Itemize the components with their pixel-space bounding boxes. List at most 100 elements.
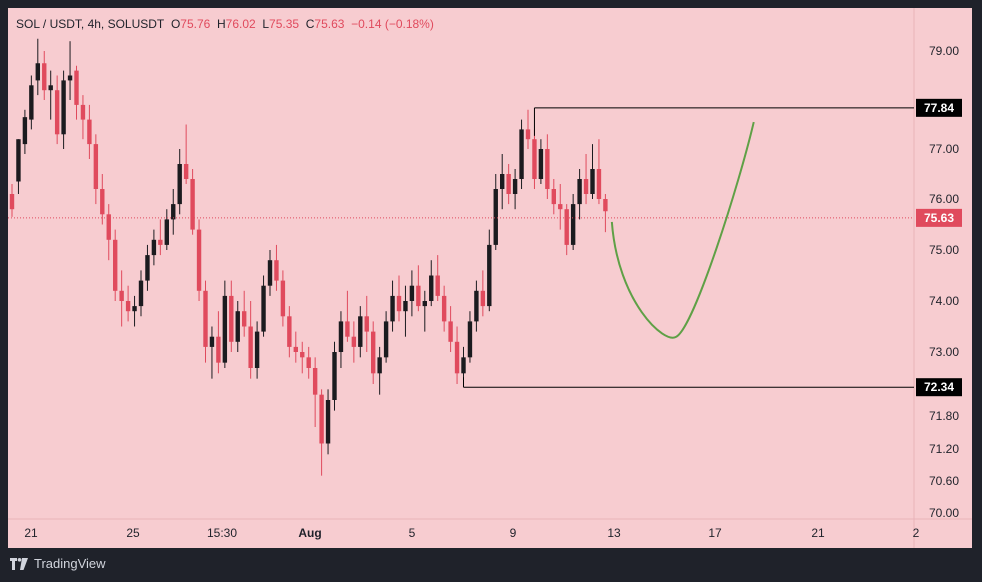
candle-body[interactable] [441, 295, 447, 322]
candle-body[interactable] [461, 357, 466, 374]
candle-body[interactable] [570, 204, 576, 245]
candle-body[interactable] [138, 280, 144, 307]
candle-body[interactable] [319, 394, 324, 444]
candle-body[interactable] [54, 90, 60, 135]
candle-body[interactable] [312, 368, 318, 395]
candle-body[interactable] [100, 189, 105, 215]
candle-body[interactable] [351, 336, 357, 347]
candle-body[interactable] [16, 139, 21, 182]
candle-body[interactable] [358, 316, 363, 347]
candle-body[interactable] [500, 174, 505, 189]
current-price-badge[interactable] [916, 208, 962, 227]
candle-body[interactable] [196, 229, 202, 291]
candle-body[interactable] [80, 104, 86, 120]
candle-body[interactable] [390, 295, 395, 322]
candle-body[interactable] [22, 117, 28, 145]
candle-body[interactable] [67, 75, 73, 81]
candle-body[interactable] [87, 119, 92, 145]
candle-body[interactable] [42, 63, 47, 91]
candle-body[interactable] [454, 341, 460, 374]
candle-body[interactable] [487, 244, 492, 307]
tradingview-branding[interactable]: TradingView [10, 556, 106, 571]
candle-body[interactable] [242, 311, 247, 327]
candle-body[interactable] [216, 336, 221, 363]
candle-body[interactable] [248, 326, 253, 369]
candle-body[interactable] [183, 164, 189, 179]
candle-body[interactable] [422, 301, 427, 307]
candle-body[interactable] [416, 285, 421, 307]
candle-body[interactable] [338, 321, 344, 352]
candle-body[interactable] [235, 311, 240, 342]
candle-body[interactable] [119, 290, 124, 301]
candle-body[interactable] [280, 280, 286, 317]
symbol-label[interactable]: SOL / USDT, 4h, SOLUSDT [16, 17, 165, 31]
candle-body[interactable] [525, 129, 531, 140]
candle-body[interactable] [325, 400, 331, 444]
candle-body[interactable] [383, 321, 389, 358]
candle-body[interactable] [300, 352, 305, 358]
candle-body[interactable] [396, 295, 402, 312]
candle-body[interactable] [145, 255, 150, 281]
candle-body[interactable] [512, 179, 518, 194]
candle-body[interactable] [538, 149, 544, 179]
candle-body[interactable] [151, 239, 157, 256]
candle-body[interactable] [254, 331, 260, 368]
candle-body[interactable] [293, 346, 298, 352]
candle-body[interactable] [261, 285, 266, 332]
candle-body[interactable] [158, 239, 163, 245]
candle-body[interactable] [29, 85, 34, 120]
candle-body[interactable] [209, 336, 215, 347]
candle-body[interactable] [9, 194, 15, 210]
candle-body[interactable] [480, 290, 486, 307]
projection-curve[interactable] [610, 121, 755, 339]
candle-body[interactable] [403, 301, 408, 312]
candle-body[interactable] [590, 169, 595, 194]
candle-body[interactable] [377, 357, 382, 374]
candle-body[interactable] [435, 275, 440, 296]
candle-body[interactable] [93, 144, 99, 189]
candle-body[interactable] [332, 352, 337, 400]
candle-body[interactable] [493, 189, 498, 245]
candle-body[interactable] [506, 174, 511, 194]
candle-body[interactable] [583, 179, 589, 194]
candle-body[interactable] [222, 295, 228, 363]
candle-body[interactable] [532, 139, 537, 179]
candle-body[interactable] [106, 214, 111, 240]
candle-body[interactable] [132, 306, 137, 312]
candle-body[interactable] [229, 295, 234, 342]
candle-body[interactable] [177, 164, 182, 205]
candle-body[interactable] [577, 179, 582, 205]
level-badge[interactable] [916, 98, 962, 117]
candle-body[interactable] [519, 129, 524, 179]
candle-body[interactable] [558, 204, 563, 210]
candle-body[interactable] [345, 321, 350, 337]
candle-body[interactable] [61, 80, 66, 135]
candle-body[interactable] [274, 260, 279, 281]
candle-body[interactable] [551, 189, 556, 205]
candle-body[interactable] [190, 179, 195, 230]
candle-body[interactable] [35, 63, 40, 81]
candle-body[interactable] [409, 285, 415, 301]
candle-body[interactable] [125, 301, 131, 312]
level-badge[interactable] [916, 378, 962, 397]
candle-body[interactable] [48, 85, 53, 91]
candle-body[interactable] [603, 199, 608, 212]
candle-body[interactable] [596, 169, 602, 199]
candle-body[interactable] [364, 316, 369, 332]
candlestick-chart[interactable]: 79.00 77.00 76.00 75.00 74.00 73.00 71.80 71.20… [8, 8, 972, 548]
candle-body[interactable] [113, 239, 118, 291]
candle-body[interactable] [267, 260, 273, 286]
candle-body[interactable] [448, 321, 453, 342]
candle-body[interactable] [564, 209, 569, 245]
candle-body[interactable] [164, 219, 169, 245]
candle-body[interactable] [287, 316, 292, 347]
candle-body[interactable] [467, 321, 473, 358]
candle-body[interactable] [203, 290, 208, 347]
candle-body[interactable] [171, 204, 176, 220]
candle-body[interactable] [74, 70, 79, 105]
candle-body[interactable] [429, 275, 434, 302]
candle-body[interactable] [474, 290, 479, 322]
candle-body[interactable] [545, 149, 550, 189]
candle-body[interactable] [371, 331, 376, 374]
candle-body[interactable] [306, 357, 311, 368]
